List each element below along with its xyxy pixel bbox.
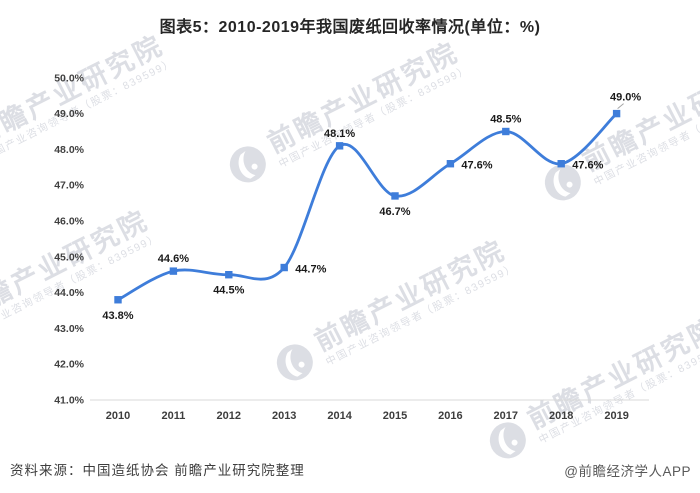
x-tick-label: 2017: [494, 410, 518, 422]
y-tick-label: 47.0%: [54, 180, 84, 192]
source-note: 资料来源：中国造纸协会 前瞻产业研究院整理: [10, 463, 305, 478]
data-label: 44.6%: [158, 253, 189, 265]
data-point-2014: [335, 142, 344, 150]
y-tick-label: 43.0%: [54, 323, 84, 335]
data-point-2012: [225, 271, 233, 279]
x-tick-label: 2014: [327, 410, 352, 422]
data-label: 48.5%: [490, 114, 521, 126]
data-label: 49.0%: [610, 92, 641, 104]
x-tick-label: 2019: [604, 410, 628, 422]
data-point-2015: [391, 192, 399, 200]
series-line: [116, 112, 618, 302]
data-label: 46.7%: [379, 206, 410, 218]
data-label: 44.5%: [213, 285, 244, 297]
x-tick-label: 2018: [549, 410, 573, 422]
data-label: 48.1%: [324, 128, 355, 140]
data-point-2010: [114, 296, 122, 304]
data-point-2018: [557, 160, 565, 168]
data-point-2016: [446, 160, 455, 168]
y-tick-label: 48.0%: [54, 144, 84, 156]
label-leader-line: [617, 103, 624, 109]
y-tick-label: 49.0%: [54, 108, 84, 120]
credit-note: @前瞻经济学人APP: [564, 464, 691, 479]
data-label: 43.8%: [102, 310, 133, 322]
x-tick-label: 2010: [106, 410, 130, 422]
y-tick-label: 50.0%: [54, 72, 84, 84]
data-point-2019: [612, 109, 621, 118]
data-point-2013: [280, 263, 288, 272]
x-tick-label: 2011: [161, 410, 185, 422]
x-tick-label: 2016: [438, 410, 462, 422]
y-tick-label: 41.0%: [54, 395, 84, 407]
data-label: 47.6%: [572, 160, 603, 172]
data-point-2011: [169, 267, 178, 275]
chart-title: 图表5：2010-2019年我国废纸回收率情况(单位：%): [159, 19, 541, 36]
x-tick-label: 2013: [272, 410, 296, 422]
x-tick-label: 2015: [383, 410, 407, 422]
data-label: 44.7%: [295, 264, 326, 276]
data-point-2017: [502, 127, 510, 136]
y-tick-label: 42.0%: [54, 359, 84, 371]
y-tick-label: 46.0%: [54, 216, 84, 228]
y-tick-label: 45.0%: [54, 251, 84, 263]
y-tick-label: 44.0%: [54, 287, 84, 299]
data-label: 47.6%: [461, 160, 492, 172]
x-tick-label: 2012: [217, 410, 241, 422]
